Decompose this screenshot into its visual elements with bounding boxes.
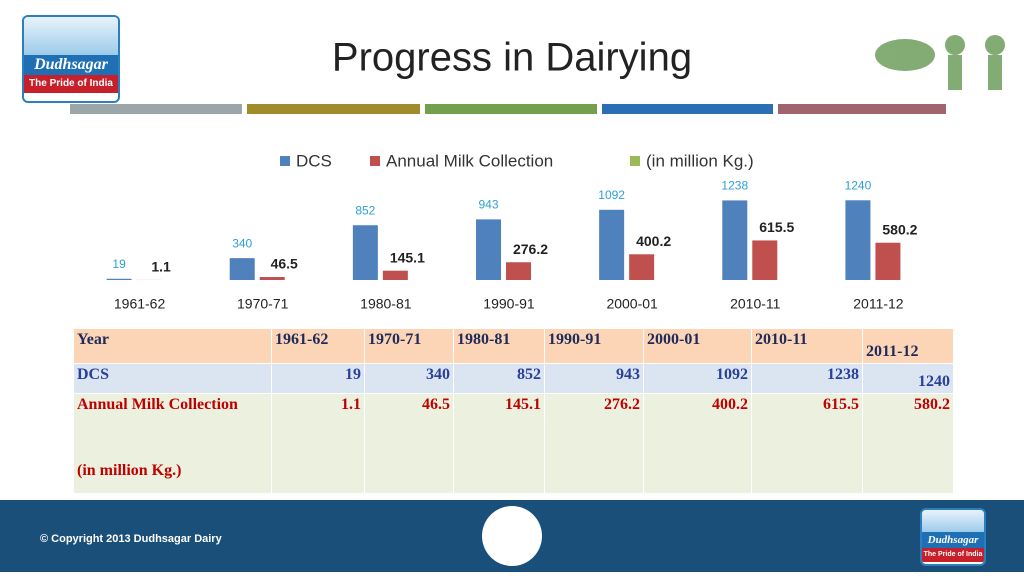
bar [722, 200, 748, 280]
row-label: Annual Milk Collection (in million Kg.) [73, 393, 272, 494]
logo: Dudhsagar The Pride of India [22, 15, 120, 103]
legend-label: Annual Milk Collection [386, 151, 553, 170]
row-label: DCS [73, 363, 272, 394]
illustration [875, 35, 1005, 90]
row-label-line: (in million Kg.) [77, 462, 182, 479]
strip [247, 104, 420, 114]
legend-label: DCS [296, 151, 332, 170]
data-label: 145.1 [390, 249, 425, 265]
value-cell: 1092 [643, 363, 752, 394]
bar [106, 278, 132, 280]
data-label: 1092 [598, 188, 625, 202]
chart: Progress in Dairying DCS Annual Milk Coll… [70, 35, 1005, 312]
value-cell: 46.5 [364, 393, 454, 494]
x-tick-label: 1961-62 [114, 296, 166, 312]
value-cell: 615.5 [751, 393, 863, 494]
footer: © Copyright 2013 Dudhsagar Dairy Dudhsag… [0, 500, 1024, 572]
value-cell: 943 [544, 363, 644, 394]
figure [988, 55, 1002, 90]
bar [599, 209, 625, 280]
strip [425, 104, 597, 114]
data-table: Year 1961-62 1970-71 1980-81 1990-91 2000-01 2… [73, 328, 954, 494]
figure [948, 55, 962, 90]
data-label: 580.2 [882, 221, 917, 237]
header-cell: Year [73, 328, 272, 364]
milk-row: Annual Milk Collection (in million Kg.) 1.… [73, 393, 954, 494]
legend-label: (in million Kg.) [646, 151, 754, 170]
footer-logo: Dudhsagar The Pride of India [920, 508, 986, 566]
cow [875, 39, 935, 71]
bar [629, 254, 655, 280]
data-label: 1.1 [151, 259, 171, 275]
value-cell: 400.2 [643, 393, 752, 494]
value-cell: 580.2 [862, 393, 954, 494]
header-cell: 1980-81 [453, 328, 545, 364]
bar [752, 240, 778, 280]
data-label: 1238 [721, 179, 748, 193]
data-label: 276.2 [513, 241, 548, 257]
legend-swatch [280, 156, 290, 166]
bar [229, 258, 255, 280]
bar [476, 219, 501, 280]
header-cell: 1970-71 [364, 328, 454, 364]
logo-art [24, 17, 118, 55]
x-tick-label: 1990-91 [483, 296, 535, 312]
row-label-line: Annual Milk Collection [77, 396, 238, 413]
header-row: Year 1961-62 1970-71 1980-81 1990-91 2000-01 2… [73, 328, 954, 364]
logo-art [922, 510, 984, 532]
chart-title: Progress in Dairying [332, 36, 692, 80]
x-tick-label: 1970-71 [237, 296, 289, 312]
x-tick-label: 1980-81 [360, 296, 412, 312]
strip [70, 104, 242, 114]
legend-swatch [370, 156, 380, 166]
copyright: © Copyright 2013 Dudhsagar Dairy [40, 533, 222, 545]
logo-name: Dudhsagar [24, 55, 118, 75]
bar [352, 225, 378, 280]
emblem [482, 506, 542, 566]
data-label: 340 [232, 236, 252, 250]
x-tick-label: 2011-12 [853, 296, 904, 312]
value-cell: 852 [453, 363, 545, 394]
figure [985, 35, 1005, 55]
data-label: 943 [478, 198, 498, 212]
legend-swatch [630, 156, 640, 166]
data-label: 1240 [845, 178, 872, 192]
data-label: 46.5 [271, 256, 298, 272]
strip [602, 104, 773, 114]
x-tick-label: 2000-01 [606, 296, 658, 312]
logo-name: Dudhsagar [922, 532, 984, 548]
figure [945, 35, 965, 55]
data-label: 19 [112, 257, 126, 271]
bar [259, 277, 285, 280]
value-cell: 1240 [862, 363, 954, 394]
dcs-row: DCS 19 340 852 943 1092 1238 1240 [73, 363, 954, 394]
header-cell: 2010-11 [751, 328, 863, 364]
decor-strip [70, 104, 946, 114]
strip [778, 104, 946, 114]
value-cell: 276.2 [544, 393, 644, 494]
logo-tagline: The Pride of India [922, 548, 984, 562]
header-cell: 1990-91 [544, 328, 644, 364]
value-cell: 1238 [751, 363, 863, 394]
data-label: 852 [355, 203, 375, 217]
value-cell: 1.1 [271, 393, 365, 494]
bar [382, 270, 408, 280]
value-cell: 145.1 [453, 393, 545, 494]
header-cell: 1961-62 [271, 328, 365, 364]
x-tick-label: 2010-11 [730, 296, 781, 312]
data-label: 615.5 [759, 219, 794, 235]
header-cell: 2000-01 [643, 328, 752, 364]
data-label: 400.2 [636, 233, 671, 249]
value-cell: 19 [271, 363, 365, 394]
value-cell: 340 [364, 363, 454, 394]
bar [875, 242, 901, 280]
logo-tagline: The Pride of India [24, 75, 118, 93]
header-cell: 2011-12 [862, 328, 954, 364]
bar [845, 200, 871, 280]
bar [506, 262, 531, 280]
